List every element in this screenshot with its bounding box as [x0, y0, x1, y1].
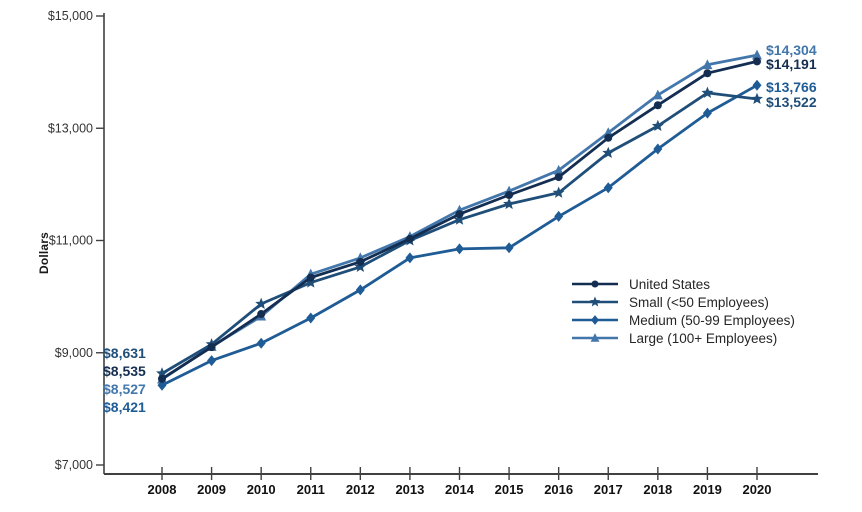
legend-swatch-diamond-icon [570, 313, 620, 327]
marker-diamond-icon [504, 242, 514, 254]
marker-circle-icon [356, 257, 365, 266]
x-tick-label: 2016 [544, 482, 573, 497]
legend-swatch-triangle-icon [570, 331, 620, 345]
end-value-label: $14,191 [766, 56, 817, 73]
marker-star-icon [354, 260, 367, 272]
y-tick-label: $11,000 [49, 234, 93, 248]
marker-star-icon [589, 296, 601, 307]
legend-label: Large (100+ Employees) [629, 330, 778, 346]
marker-diamond-icon [603, 182, 613, 194]
marker-circle-icon [158, 374, 166, 383]
x-tick-label: 2019 [693, 482, 722, 497]
legend-item-medium: Medium (50-99 Employees) [570, 311, 795, 329]
marker-circle-icon [405, 234, 414, 243]
x-tick-label: 2015 [495, 482, 524, 497]
marker-triangle-icon [553, 164, 564, 175]
marker-diamond-icon [355, 284, 365, 296]
marker-circle-icon [207, 343, 216, 352]
marker-triangle-icon [702, 59, 713, 70]
legend-label: United States [629, 276, 711, 292]
legend-item-united-states: United States [570, 275, 795, 293]
marker-star-icon [751, 92, 763, 105]
marker-diamond-icon [752, 79, 762, 91]
marker-diamond-icon [591, 315, 599, 325]
marker-diamond-icon [554, 210, 564, 222]
marker-triangle-icon [752, 49, 762, 60]
y-tick-label: $13,000 [48, 121, 93, 135]
x-tick-label: 2011 [297, 482, 325, 497]
x-tick-label: 2018 [643, 482, 672, 497]
legend: United States Small (<50 Employees) Medi… [570, 275, 795, 347]
start-value-label: $8,631 [103, 345, 146, 361]
marker-diamond-icon [157, 379, 167, 391]
marker-diamond-icon [256, 337, 266, 349]
x-tick-label: 2012 [346, 482, 375, 497]
marker-triangle-icon [652, 89, 663, 100]
y-tick-label: $15,000 [48, 9, 93, 23]
marker-star-icon [255, 297, 268, 309]
x-tick-label: 2013 [395, 482, 424, 497]
marker-star-icon [651, 119, 664, 132]
marker-diamond-icon [207, 355, 217, 367]
legend-label: Small (<50 Employees) [629, 294, 769, 310]
marker-diamond-icon [702, 107, 712, 119]
marker-star-icon [304, 276, 317, 288]
start-value-label: $8,527 [103, 381, 146, 397]
x-tick-label: 2009 [197, 482, 226, 497]
marker-diamond-icon [455, 243, 464, 255]
marker-star-icon [503, 197, 516, 210]
start-value-label: $8,421 [103, 399, 146, 415]
end-value-label: $13,766 [766, 79, 817, 96]
marker-circle-icon [653, 101, 662, 110]
end-value-label: $13,522 [766, 93, 817, 110]
marker-circle-icon [591, 280, 599, 288]
y-axis-title: Dollars [37, 231, 51, 275]
marker-star-icon [156, 367, 168, 379]
legend-item-large: Large (100+ Employees) [570, 329, 795, 347]
legend-item-small: Small (<50 Employees) [570, 293, 795, 311]
marker-diamond-icon [653, 143, 663, 155]
marker-triangle-icon [590, 333, 600, 342]
marker-diamond-icon [306, 312, 316, 324]
marker-circle-icon [604, 133, 613, 142]
legend-swatch-star-icon [570, 295, 620, 309]
y-tick-label: $7,000 [55, 458, 93, 472]
y-tick-label: $9,000 [55, 346, 93, 360]
x-tick-label: 2010 [247, 482, 276, 497]
marker-star-icon [602, 146, 615, 158]
legend-swatch-circle-icon [570, 277, 620, 291]
marker-circle-icon [554, 173, 563, 182]
start-value-label: $8,535 [103, 363, 146, 379]
marker-star-icon [453, 213, 466, 225]
series-united-states [158, 57, 761, 383]
marker-star-icon [552, 186, 565, 198]
marker-circle-icon [505, 191, 514, 200]
marker-circle-icon [306, 273, 315, 282]
x-tick-label: 2008 [148, 482, 177, 497]
marker-circle-icon [753, 57, 761, 66]
marker-circle-icon [703, 69, 712, 78]
x-tick-label: 2017 [594, 482, 623, 497]
x-tick-label: 2020 [743, 482, 772, 497]
series-medium-50-99-employees [157, 79, 762, 391]
marker-diamond-icon [405, 252, 415, 264]
marker-circle-icon [455, 210, 464, 219]
marker-star-icon [701, 86, 714, 98]
x-tick-label: 2014 [445, 482, 475, 497]
legend-label: Medium (50-99 Employees) [629, 312, 795, 328]
end-value-label: $14,304 [766, 42, 817, 59]
marker-circle-icon [257, 310, 266, 319]
